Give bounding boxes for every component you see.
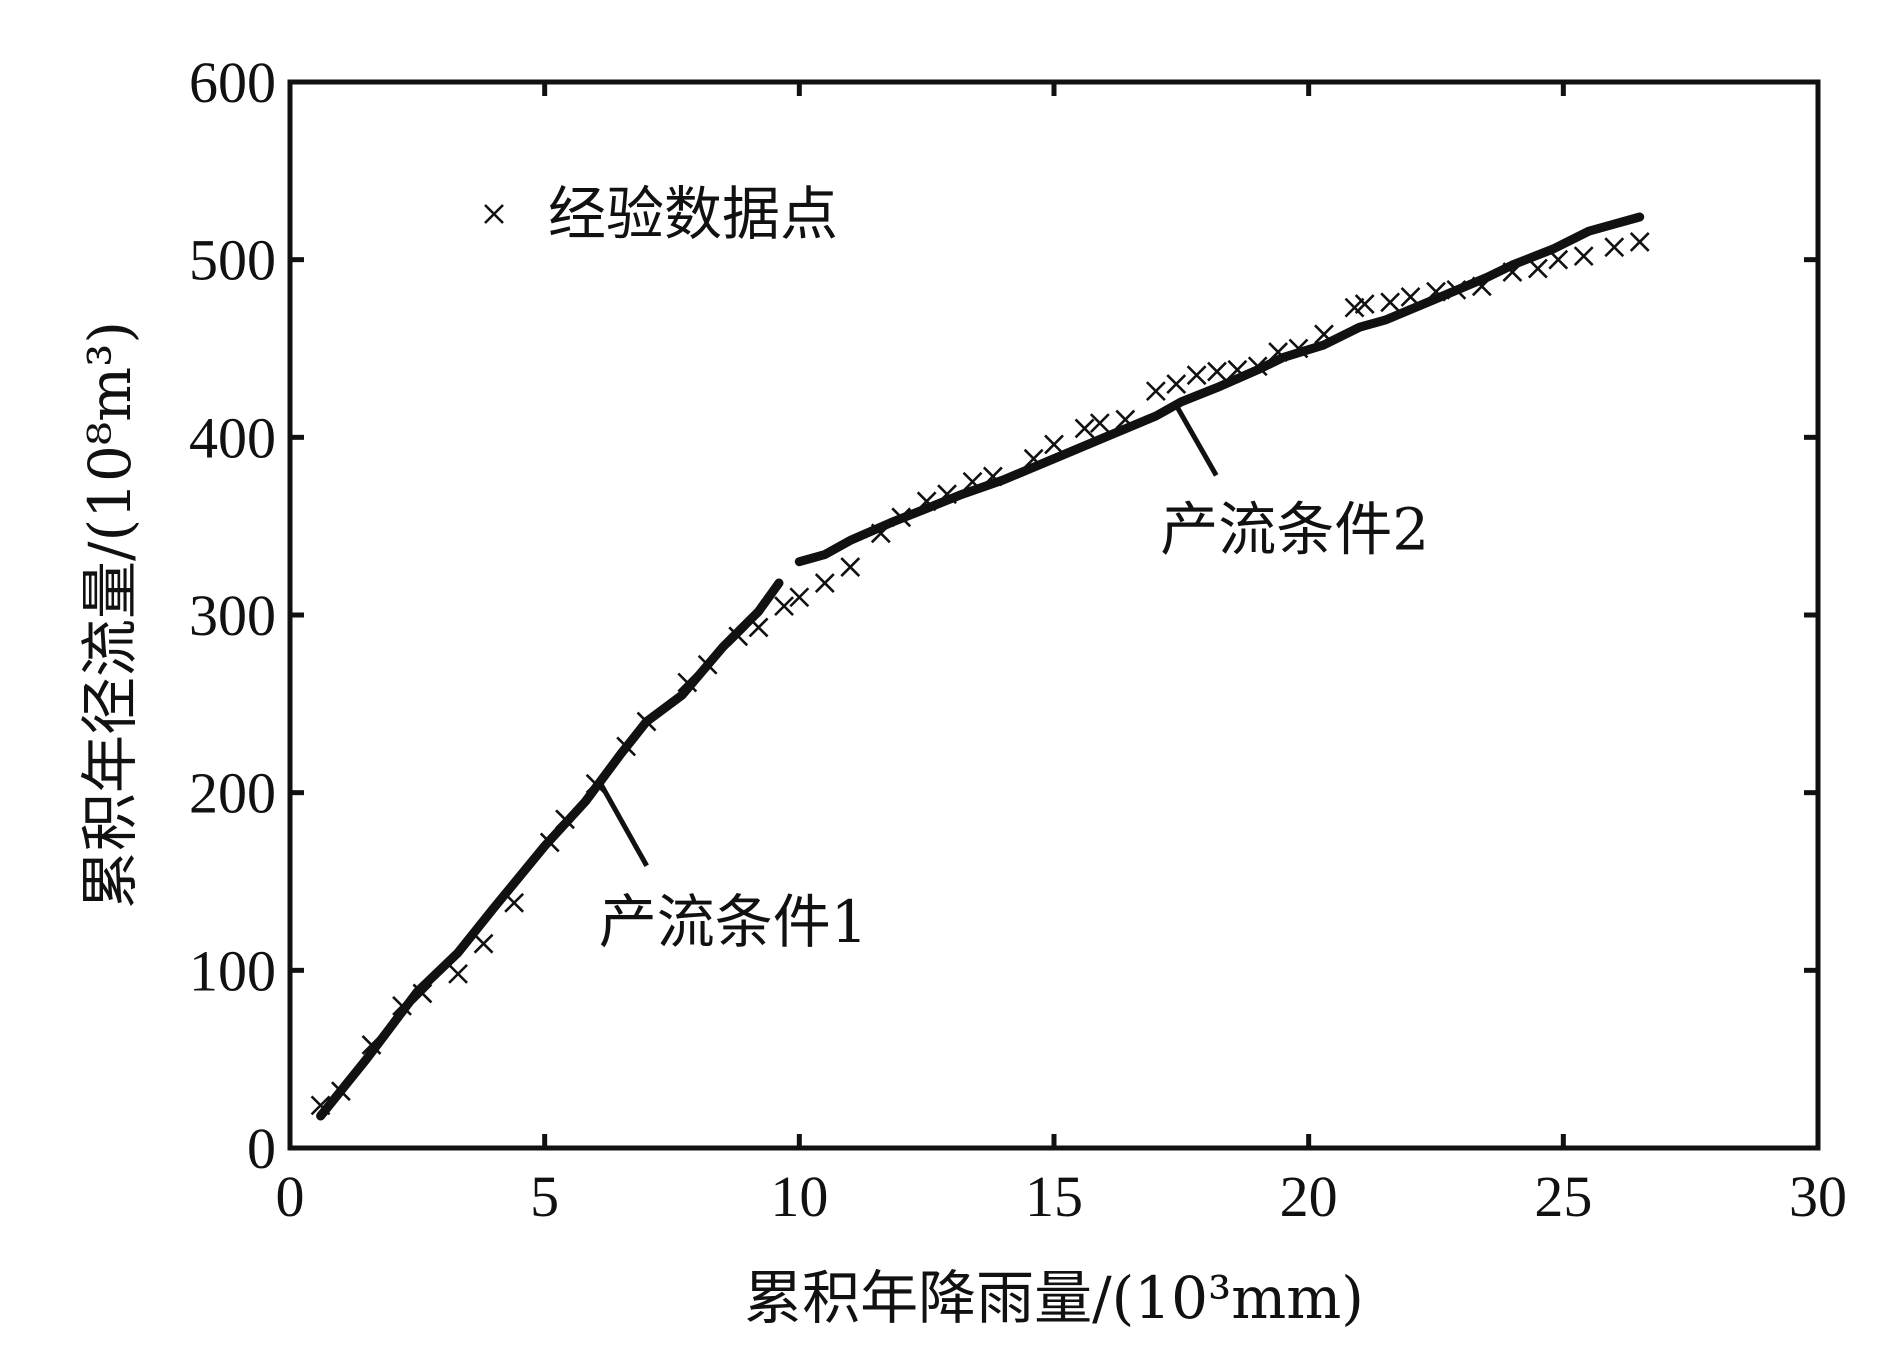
data-point — [1527, 258, 1548, 279]
legend: 经验数据点 — [484, 180, 838, 248]
data-point — [814, 573, 835, 593]
fit-line-1 — [316, 578, 784, 1121]
annotations: 产流条件1 产流条件2 — [598, 404, 1429, 956]
data-point — [636, 711, 657, 732]
data-point — [1548, 249, 1569, 270]
legend-label: 经验数据点 — [548, 180, 838, 248]
data-point — [1074, 418, 1095, 439]
data-point — [616, 736, 637, 757]
data-point — [916, 491, 937, 512]
y-tick-label-3: 300 — [189, 583, 276, 648]
data-point — [1268, 342, 1289, 362]
annotation-label-1: 产流条件1 — [599, 888, 868, 956]
y-tick-labels: 0 100 200 300 400 500 600 — [189, 50, 276, 1181]
data-point — [1380, 292, 1401, 313]
y-tick-label-1: 100 — [189, 938, 276, 1003]
annotation-label-2: 产流条件2 — [1160, 495, 1429, 563]
data-point — [840, 557, 861, 577]
data-point — [473, 933, 494, 954]
data-point — [728, 626, 749, 647]
y-tick-label-0: 0 — [247, 1116, 276, 1181]
data-point — [1186, 365, 1207, 386]
data-point — [1288, 338, 1309, 359]
data-point — [1629, 231, 1650, 252]
data-point — [774, 596, 794, 617]
data-point — [1400, 287, 1421, 307]
x-tick-label-1: 5 — [530, 1164, 559, 1229]
data-points — [310, 231, 1650, 1116]
data-point — [310, 1095, 331, 1116]
y-axis-label: 累积年径流量/(10⁸m³) — [76, 321, 144, 909]
data-point — [1207, 361, 1227, 382]
data-point — [1166, 374, 1187, 394]
x-tick-labels: 0 5 10 15 20 25 30 — [276, 1164, 1848, 1229]
data-point — [361, 1035, 382, 1055]
x-tick-label-2: 10 — [770, 1164, 828, 1229]
data-point — [1044, 434, 1064, 455]
data-point — [982, 466, 1003, 487]
data-point — [448, 963, 468, 984]
data-point — [891, 507, 912, 528]
data-point — [697, 654, 718, 675]
data-point — [412, 983, 433, 1004]
data-point — [1426, 281, 1446, 302]
legend-marker-x — [484, 204, 504, 224]
data-point — [1354, 294, 1375, 315]
data-point — [748, 617, 769, 638]
data-point — [504, 892, 525, 913]
fit-lines — [316, 212, 1645, 1121]
data-point — [1573, 246, 1594, 267]
x-tick-label-4: 20 — [1280, 1164, 1338, 1229]
data-point — [1502, 262, 1523, 283]
data-point — [555, 809, 575, 830]
data-point — [1115, 409, 1136, 430]
plot-frame — [287, 79, 1821, 1151]
data-point — [1471, 276, 1492, 297]
data-point — [1145, 381, 1166, 402]
x-tick-label-5: 25 — [1534, 1164, 1592, 1229]
data-point — [1446, 279, 1467, 300]
y-tick-label-6: 600 — [189, 50, 276, 115]
data-point — [1314, 324, 1334, 345]
annotation-leader-2 — [1174, 404, 1219, 477]
data-point — [789, 587, 810, 608]
data-point — [1247, 356, 1268, 377]
x-tick-label-0: 0 — [276, 1164, 305, 1229]
data-point — [392, 995, 412, 1016]
data-point — [1023, 448, 1044, 469]
data-point — [331, 1081, 351, 1102]
y-tick-label-2: 200 — [189, 761, 276, 826]
annotation-leader-1 — [598, 782, 649, 868]
x-tick-label-6: 30 — [1789, 1164, 1847, 1229]
y-tick-label-5: 500 — [189, 228, 276, 293]
y-tick-label-4: 400 — [189, 405, 276, 470]
data-point — [937, 484, 957, 505]
data-point — [677, 672, 698, 693]
data-point — [870, 523, 891, 544]
data-point — [962, 471, 983, 492]
data-point — [1604, 237, 1625, 258]
data-point — [539, 832, 560, 853]
x-axis-label: 累积年降雨量/(10³mm) — [744, 1264, 1364, 1332]
data-point — [1227, 359, 1248, 380]
x-tick-label-3: 15 — [1025, 1164, 1083, 1229]
fit-line-2 — [794, 212, 1645, 567]
axis-ticks — [287, 79, 1821, 1151]
data-point — [1089, 413, 1110, 434]
